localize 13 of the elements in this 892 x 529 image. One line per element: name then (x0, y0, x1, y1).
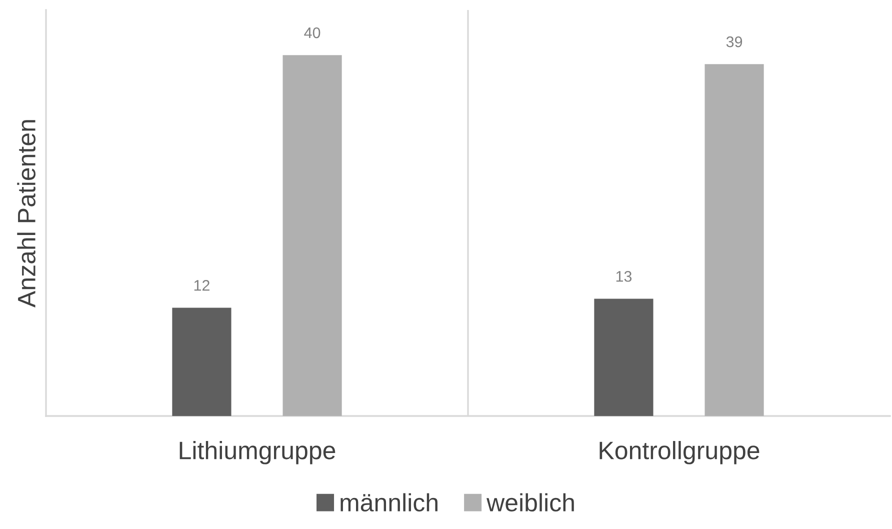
bar (704, 64, 764, 416)
x-tick-label: Kontrollgruppe (600, 441, 760, 464)
bar (282, 55, 342, 416)
data-label: 12 (194, 280, 210, 291)
y-axis-title: Anzahl Patienten (17, 120, 36, 308)
data-label: 40 (304, 27, 320, 38)
data-label: 39 (726, 36, 742, 48)
data-label: 13 (616, 270, 632, 282)
legend-label: weiblich (486, 493, 574, 512)
legend-label: männlich (340, 493, 438, 512)
bar (172, 308, 232, 416)
bar (594, 298, 654, 416)
x-tick-label: Lithiumgruppe (180, 441, 336, 464)
